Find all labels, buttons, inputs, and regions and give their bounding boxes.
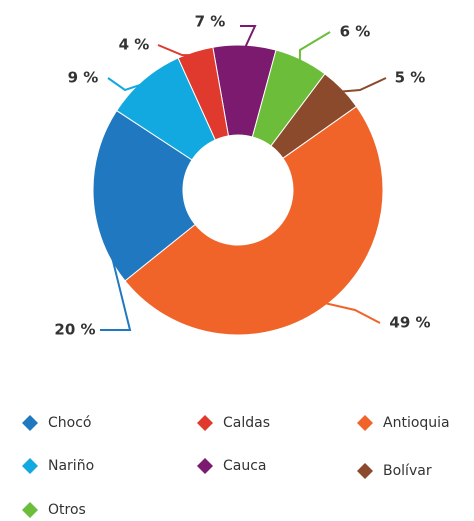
legend-marker xyxy=(357,415,373,431)
leader-line xyxy=(339,77,387,93)
legend-marker xyxy=(357,463,373,479)
leader-line xyxy=(107,77,147,92)
leader-line xyxy=(240,25,257,50)
legend-label: Caldas xyxy=(223,415,270,431)
leader-line xyxy=(157,44,197,57)
data-label: 9 % xyxy=(68,69,99,87)
donut-slice xyxy=(124,105,384,336)
data-label: 4 % xyxy=(119,36,150,54)
legend-label: Antioquia xyxy=(383,415,450,431)
legend-label: Cauca xyxy=(223,458,267,474)
legend-marker xyxy=(22,458,38,474)
legend-marker xyxy=(197,458,213,474)
donut-slice xyxy=(92,109,196,282)
data-label: 5 % xyxy=(395,69,426,87)
legend-label: Nariño xyxy=(48,458,94,474)
legend-marker xyxy=(22,415,38,431)
leader-line xyxy=(322,301,381,324)
donut-slice xyxy=(177,46,230,141)
data-label: 20 % xyxy=(54,321,95,339)
legend-label: Otros xyxy=(48,502,86,518)
leader-line xyxy=(96,196,132,331)
leader-line xyxy=(298,31,331,64)
data-label: 7 % xyxy=(195,13,226,31)
data-label: 49 % xyxy=(389,314,430,332)
legend-label: Bolívar xyxy=(383,463,432,479)
legend-label: Chocó xyxy=(48,415,91,431)
data-label: 6 % xyxy=(340,23,371,41)
legend-marker xyxy=(197,415,213,431)
legend-marker xyxy=(22,502,38,518)
